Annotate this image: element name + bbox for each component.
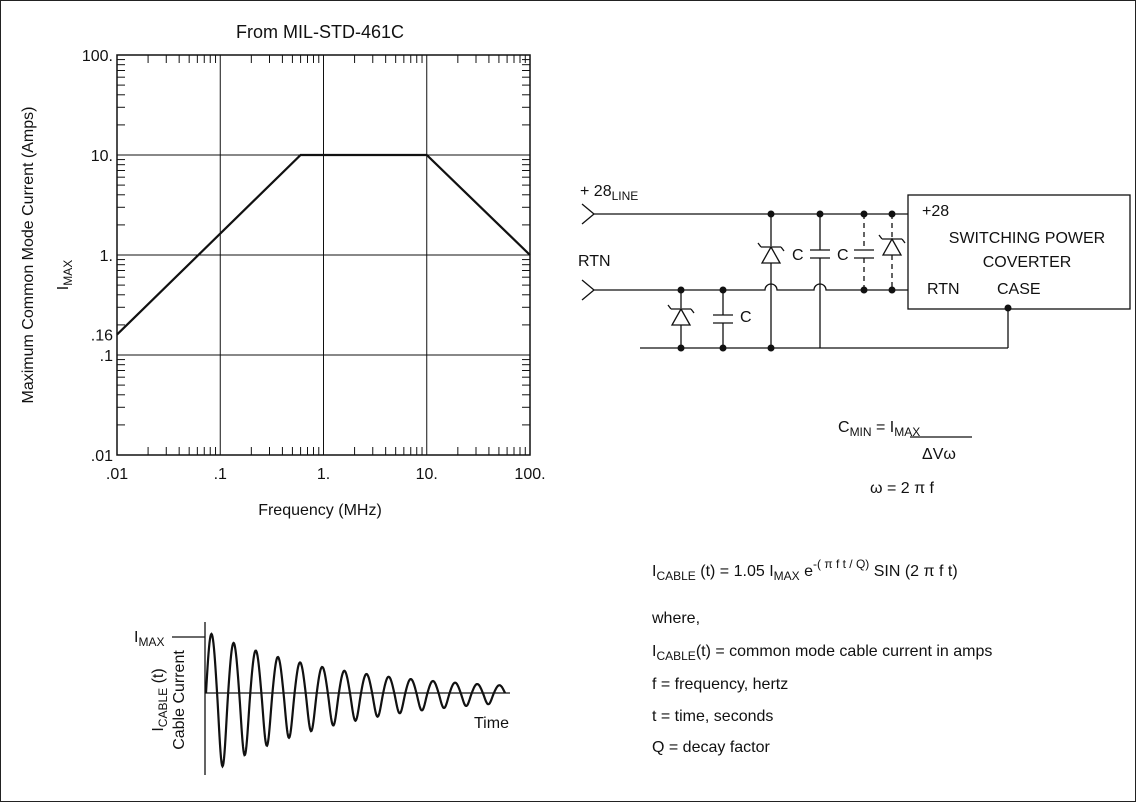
converter-rtn: RTN xyxy=(927,281,960,298)
chart-grid xyxy=(117,55,530,455)
converter-title-1: SWITCHING POWER xyxy=(949,230,1105,247)
cmin-formula: CMIN = IMAX ΔVω ω = 2 π f xyxy=(838,419,972,497)
y-tick-label: .16 xyxy=(91,328,113,345)
cap-label-2: C xyxy=(792,247,804,264)
definition-t: t = time, seconds xyxy=(652,708,773,725)
zener-rtn-case xyxy=(670,307,692,326)
junction-dots xyxy=(677,210,1012,352)
zener-line-rtn xyxy=(881,237,903,256)
x-axis-label: Frequency (MHz) xyxy=(258,502,382,519)
line-input-connector xyxy=(581,203,596,225)
x-tick-label: 1. xyxy=(317,466,330,483)
x-tick-label: 10. xyxy=(416,466,438,483)
cable-current-wave xyxy=(204,632,507,769)
time-label: Time xyxy=(474,715,509,732)
rtn-input-connector xyxy=(581,279,596,301)
filter-schematic xyxy=(581,194,1131,349)
y-tick-label: 10. xyxy=(91,148,113,165)
x-tick-labels: .01 .1 1. 10. 100. xyxy=(106,466,546,483)
waveform-y-label: ICABLE (t) xyxy=(150,668,170,731)
cable-current-formula: ICABLE (t) = 1.05 IMAX e-( π f t / Q) SI… xyxy=(651,557,992,756)
rtn-wire xyxy=(594,283,908,291)
cmin-lhs: CMIN = IMAX xyxy=(838,419,920,439)
definition-f: f = frequency, hertz xyxy=(652,676,788,693)
current-limit-chart: From MIL-STD-461C 100. 10. 1. .16 .1 .01 .01.… xyxy=(20,22,546,519)
x-tick-label: .01 xyxy=(106,466,128,483)
cmin-denominator: ΔVω xyxy=(922,446,956,463)
chart-minor-ticks xyxy=(117,55,530,455)
current-limit-line xyxy=(116,153,531,336)
cap-label-3: C xyxy=(837,247,849,264)
where-label: where, xyxy=(651,610,700,627)
y-tick-label: 1. xyxy=(100,248,113,265)
x-tick-label: .1 xyxy=(214,466,227,483)
line-label: + 28LINE xyxy=(580,183,638,203)
y-tick-label: .01 xyxy=(91,448,113,465)
y-axis-imax-label: IMAX xyxy=(55,260,75,290)
chart-title: From MIL-STD-461C xyxy=(236,22,404,42)
converter-title-2: COVERTER xyxy=(983,254,1072,271)
y-tick-label: 100. xyxy=(82,48,113,65)
y-tick-labels: 100. 10. 1. .16 .1 .01 xyxy=(82,48,113,465)
damped-waveform-sketch: IMAX Time ICABLE (t) Cable Current xyxy=(134,622,510,775)
cap-label-1: C xyxy=(740,309,752,326)
converter-box xyxy=(907,194,1131,310)
definition-q: Q = decay factor xyxy=(652,739,771,756)
x-tick-label: 100. xyxy=(514,466,545,483)
icable-equation: ICABLE (t) = 1.05 IMAX e-( π f t / Q) SI… xyxy=(652,557,958,583)
converter-plus28: +28 xyxy=(922,203,949,220)
y-tick-label: .1 xyxy=(100,348,113,365)
waveform-imax-label: IMAX xyxy=(134,629,164,649)
definition-icable: ICABLE(t) = common mode cable current in… xyxy=(652,643,992,663)
zener-line-case xyxy=(760,245,782,264)
converter-case: CASE xyxy=(997,281,1041,298)
waveform-y-label-2: Cable Current xyxy=(171,650,188,750)
omega-formula: ω = 2 π f xyxy=(870,480,935,497)
rtn-label: RTN xyxy=(578,253,611,270)
y-axis-label: Maximum Common Mode Current (Amps) xyxy=(20,107,37,404)
